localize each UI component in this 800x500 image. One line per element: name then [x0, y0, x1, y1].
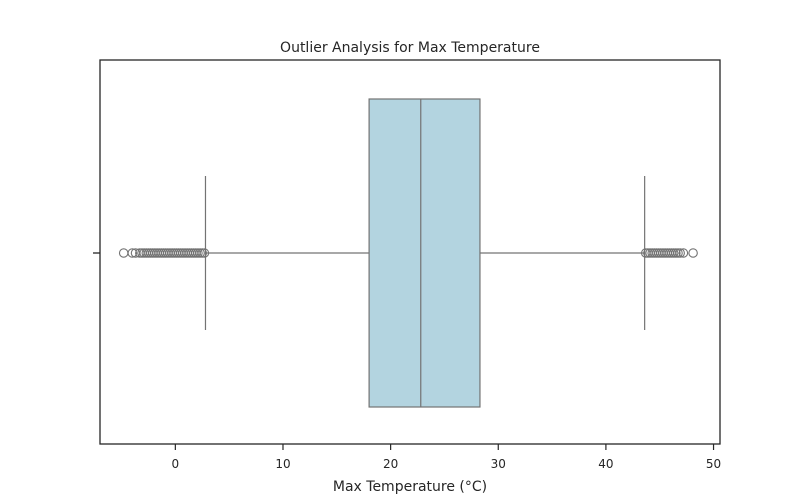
chart-title: Outlier Analysis for Max Temperature	[280, 40, 540, 56]
outlier-point	[675, 248, 685, 258]
x-axis-label: Max Temperature (°C)	[333, 479, 487, 495]
x-tick-label: 30	[491, 457, 506, 471]
x-tick-label: 0	[172, 457, 180, 471]
outlier-point	[199, 248, 210, 258]
x-axis: 0 10 20 30 40 50	[172, 444, 721, 471]
outlier-point	[688, 248, 698, 258]
outlier-point	[127, 248, 138, 258]
outlier-point	[678, 248, 689, 258]
outlier-point	[118, 248, 129, 258]
plot-area	[118, 98, 698, 408]
x-tick-label: 20	[383, 457, 398, 471]
plot-frame	[99, 59, 721, 445]
x-tick-label: 10	[275, 457, 290, 471]
iqr-box	[368, 98, 481, 408]
x-tick-label: 50	[706, 457, 721, 471]
x-tick-label: 40	[598, 457, 613, 471]
